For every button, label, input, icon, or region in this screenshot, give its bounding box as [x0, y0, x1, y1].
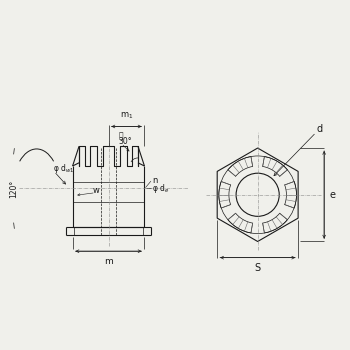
Text: φ d$_{w1}$: φ d$_{w1}$	[53, 162, 75, 175]
Text: 30°: 30°	[119, 138, 132, 146]
Text: n: n	[152, 176, 158, 185]
Text: w: w	[92, 186, 99, 195]
Text: 約: 約	[119, 132, 123, 141]
Text: d: d	[317, 124, 323, 134]
Text: m: m	[104, 257, 113, 266]
Text: φ d$_e$: φ d$_e$	[152, 182, 170, 195]
Text: e: e	[329, 190, 335, 200]
Text: S: S	[254, 263, 261, 273]
Text: m$_1$: m$_1$	[120, 111, 133, 121]
Text: 120°: 120°	[9, 179, 18, 198]
